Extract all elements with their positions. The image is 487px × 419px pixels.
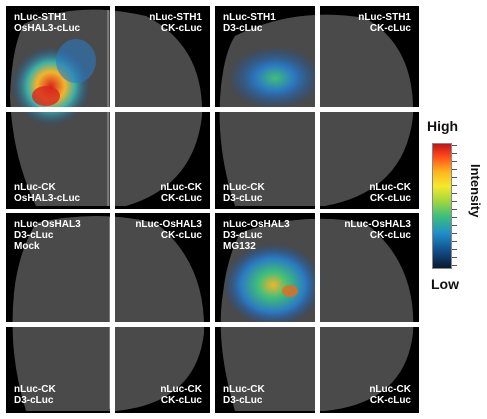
label-top-left-3: nLuc-OsHAL3 D3-cLuc Mock — [14, 219, 81, 252]
label-bottom-right-3: nLuc-CK CK-cLuc — [160, 384, 202, 406]
label-top-right-2: nLuc-STH1 CK-cLuc — [358, 12, 411, 34]
label-bottom-right-2: nLuc-CK CK-cLuc — [369, 182, 411, 204]
panel-4: nLuc-OsHAL3 D3-cLuc MG132 nLuc-OsHAL3 CK-cL… — [215, 213, 419, 413]
label-bottom-left-1: nLuc-CK OsHAL3-cLuc — [14, 182, 81, 204]
legend-title: Intensity — [468, 164, 483, 218]
label-bottom-left-3: nLuc-CK D3-cLuc — [14, 384, 56, 406]
leaf-image-2 — [215, 6, 419, 209]
leaf-image-3 — [6, 213, 210, 413]
panel-1: nLuc-STH1 OsHAL3-cLuc nLuc-STH1 CK-cLuc nL… — [6, 6, 210, 209]
panel-2: nLuc-STH1 D3-cLuc nLuc-STH1 CK-cLuc nLuc-C… — [215, 6, 419, 209]
label-top-right-4: nLuc-OsHAL3 CK-cLuc — [344, 219, 411, 241]
leaf-image-4 — [215, 213, 419, 413]
legend-high-label: High — [427, 118, 459, 134]
label-top-left-2: nLuc-STH1 D3-cLuc — [223, 12, 276, 34]
label-top-right-3: nLuc-OsHAL3 CK-cLuc — [135, 219, 202, 241]
label-bottom-left-2: nLuc-CK D3-cLuc — [223, 182, 265, 204]
label-bottom-right-1: nLuc-CK CK-cLuc — [160, 182, 202, 204]
intensity-color-bar — [432, 143, 452, 269]
leaf-image-1 — [6, 6, 210, 209]
label-bottom-left-4: nLuc-CK D3-cLuc — [223, 384, 265, 406]
panel-3: nLuc-OsHAL3 D3-cLuc Mock nLuc-OsHAL3 CK-cLu… — [6, 213, 210, 413]
label-top-right-1: nLuc-STH1 CK-cLuc — [149, 12, 202, 34]
label-top-left-4: nLuc-OsHAL3 D3-cLuc MG132 — [223, 219, 290, 252]
intensity-color-bar-ticks — [452, 145, 457, 267]
legend-low-label: Low — [431, 276, 459, 292]
label-top-left-1: nLuc-STH1 OsHAL3-cLuc — [14, 12, 81, 34]
label-bottom-right-4: nLuc-CK CK-cLuc — [369, 384, 411, 406]
